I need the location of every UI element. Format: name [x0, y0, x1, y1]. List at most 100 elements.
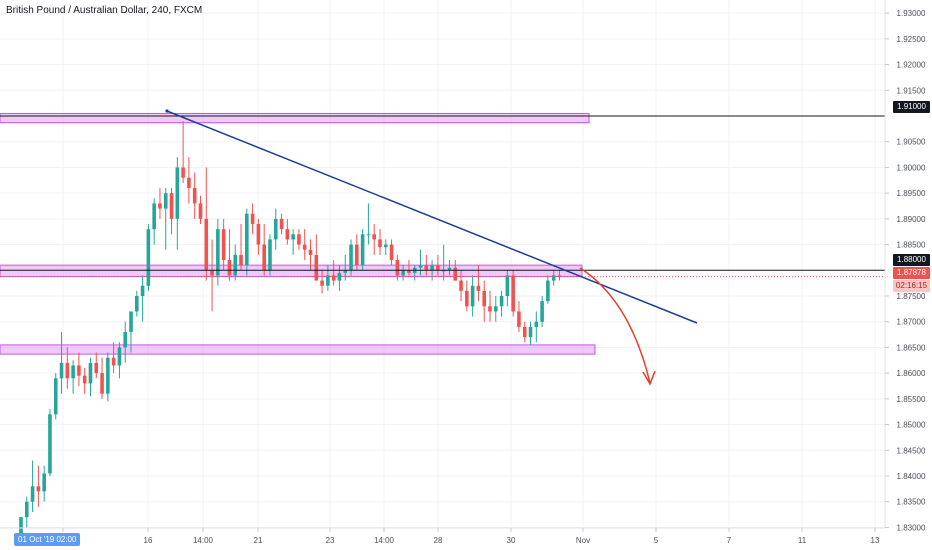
candle-body [557, 275, 562, 277]
candle-body [401, 270, 405, 276]
candle [360, 229, 365, 271]
candle-body [71, 365, 75, 379]
candle-body [181, 167, 185, 178]
candle-body [528, 326, 533, 338]
candle [499, 290, 504, 317]
candle-body [505, 275, 510, 297]
candle [30, 460, 35, 513]
candle [517, 301, 521, 333]
candle-body [511, 275, 515, 312]
resistance-zone[interactable] [0, 112, 590, 124]
candle [528, 321, 533, 345]
candle [493, 296, 498, 322]
candle-body [268, 239, 272, 271]
candle-body [192, 188, 197, 204]
candle [389, 239, 394, 266]
x-tick-label: 13 [871, 536, 880, 545]
candle-body [233, 254, 238, 276]
crosshair-date-label: 01 Oct '19 02:00 [14, 533, 81, 546]
y-tick-label: 1.87500 [897, 292, 926, 301]
candle-body [30, 486, 35, 502]
candle-body [314, 254, 319, 281]
candle-body [250, 213, 255, 225]
candle-body [302, 244, 307, 250]
candle [239, 224, 243, 271]
candle-body [355, 244, 359, 266]
candle [65, 347, 70, 389]
candle-body [59, 362, 64, 379]
candle-body [111, 357, 116, 366]
candle-body [88, 362, 93, 384]
candle [366, 203, 371, 245]
candle-body [94, 362, 99, 374]
candle-body [221, 229, 226, 261]
candle-body [65, 362, 70, 379]
candle-body [77, 365, 81, 376]
candle-body [453, 267, 458, 281]
candle [36, 465, 41, 507]
candle [447, 260, 452, 276]
candle [546, 275, 550, 304]
candle-body [117, 347, 122, 366]
candle-body [418, 265, 423, 268]
y-tick-label: 1.89000 [897, 215, 926, 224]
x-tick-label: 30 [507, 536, 516, 545]
candle-body [42, 473, 46, 492]
candle-body [140, 285, 145, 297]
candle [291, 229, 295, 255]
x-tick-label: 21 [254, 536, 263, 545]
candle [233, 244, 238, 281]
candle-body [256, 224, 261, 245]
candle-body [378, 239, 382, 248]
candle-body [343, 270, 348, 273]
y-tick-label: 1.84500 [897, 446, 926, 455]
candle [262, 224, 266, 276]
candle-body [24, 501, 29, 518]
candle-body [123, 332, 128, 348]
candle-body [349, 244, 353, 271]
candle-body [482, 290, 486, 307]
candle-body [152, 203, 156, 230]
candle [216, 218, 220, 286]
candle [505, 270, 510, 307]
candle [395, 254, 400, 281]
candle [204, 167, 209, 281]
candle-body [372, 234, 376, 240]
candle-body [326, 275, 330, 286]
candle [465, 280, 469, 312]
candle-body [436, 265, 440, 271]
candle-body [331, 275, 336, 281]
candle [326, 265, 330, 291]
candle [511, 270, 515, 317]
support-zone[interactable] [0, 344, 596, 355]
candle-body [163, 193, 168, 209]
candle-body [291, 234, 295, 240]
candle-body [210, 270, 214, 276]
candle [424, 254, 429, 276]
y-tick-label: 1.92500 [897, 35, 926, 44]
y-tick-label: 1.90000 [897, 163, 926, 172]
descending-trendline[interactable] [166, 110, 698, 324]
price-label-188: 1.88000 [893, 254, 930, 266]
x-tick-label: 16 [144, 536, 153, 545]
candle [77, 352, 81, 387]
candle-body [517, 311, 521, 327]
candle-body [465, 290, 469, 307]
candle [100, 357, 104, 399]
y-tick-label: 1.93000 [897, 9, 926, 18]
x-tick-label: 23 [326, 536, 335, 545]
candle [169, 188, 174, 235]
candle-body [499, 296, 504, 307]
projection-arrow[interactable] [579, 267, 651, 384]
bar-countdown-label: 02:16:15 [893, 280, 930, 292]
candle-body [407, 270, 411, 273]
candle-body [158, 203, 162, 209]
candle [331, 260, 336, 286]
candle [436, 254, 440, 276]
candle-body [459, 280, 463, 291]
middle-zone[interactable] [0, 264, 583, 277]
candle-body [534, 321, 539, 327]
candle-body [204, 218, 209, 271]
